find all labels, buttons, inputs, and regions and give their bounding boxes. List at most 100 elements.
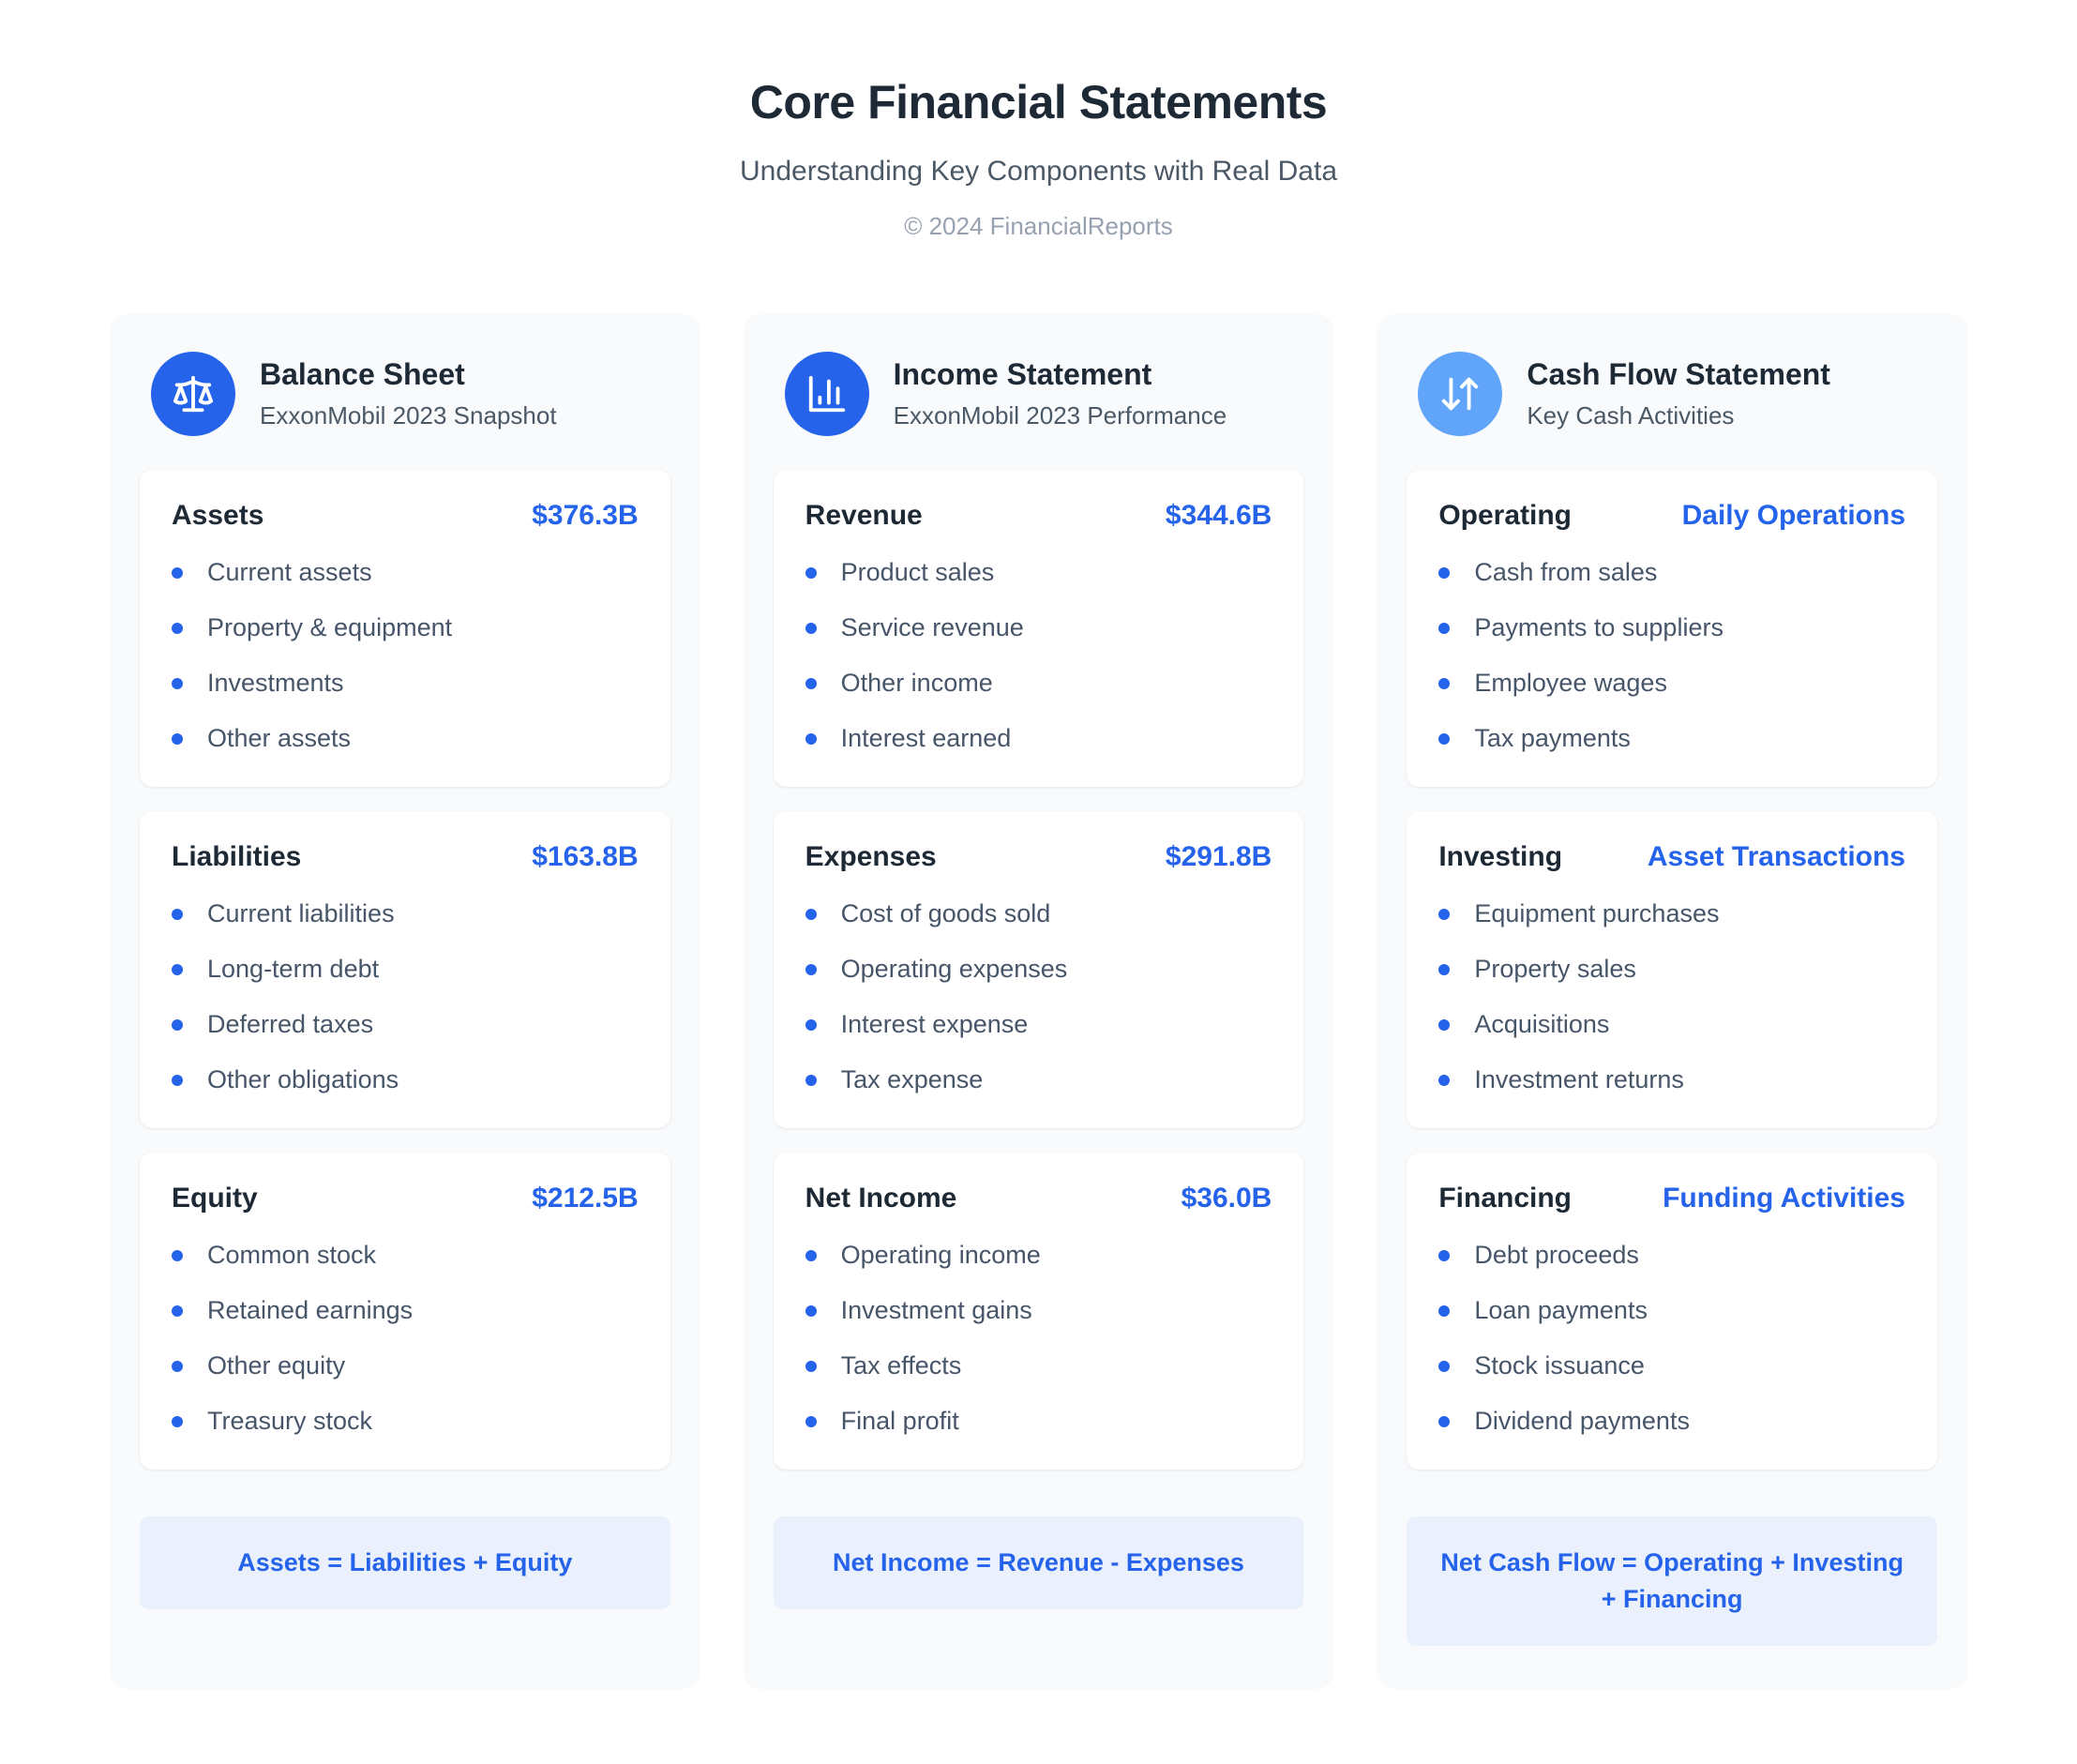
- card-income-statement: Income Statement ExxonMobil 2023 Perform…: [743, 314, 1334, 1690]
- bullet-icon: [172, 1249, 183, 1261]
- bullet-icon: [172, 566, 183, 579]
- section-operating: Operating Daily Operations Cash from sal…: [1407, 470, 1937, 787]
- section-financing: Financing Funding Activities Debt procee…: [1407, 1153, 1937, 1470]
- balance-sheet-header: Balance Sheet ExxonMobil 2023 Snapshot: [151, 352, 670, 436]
- bullet-icon: [805, 1304, 817, 1317]
- list-item: Equipment purchases: [1438, 899, 1905, 928]
- list-item: Interest earned: [805, 724, 1272, 753]
- list-item: Service revenue: [805, 613, 1272, 642]
- bullet-icon: [1438, 963, 1451, 975]
- list-item: Current assets: [172, 558, 639, 587]
- bullet-icon: [1438, 566, 1451, 579]
- statement-cards: Balance Sheet ExxonMobil 2023 Snapshot A…: [0, 314, 2077, 1764]
- bullet-icon: [805, 566, 817, 579]
- list-item: Cost of goods sold: [805, 899, 1272, 928]
- list-item-label: Debt proceeds: [1474, 1241, 1639, 1269]
- list-item: Common stock: [172, 1241, 639, 1270]
- section-value: Asset Transactions: [1647, 841, 1905, 872]
- bullet-icon: [805, 1249, 817, 1261]
- bullet-icon: [805, 963, 817, 975]
- section-head: Net Income $36.0B: [805, 1183, 1272, 1214]
- scales-icon: [151, 352, 235, 436]
- card-cash-flow-statement: Cash Flow Statement Key Cash Activities …: [1377, 314, 1967, 1690]
- bullet-icon: [172, 1074, 183, 1086]
- list-item-label: Deferred taxes: [207, 1010, 374, 1038]
- bullet-icon: [1438, 732, 1451, 745]
- bullet-icon: [1438, 908, 1451, 920]
- income-statement-formula: Net Income = Revenue - Expenses: [773, 1516, 1304, 1610]
- section-investing: Investing Asset Transactions Equipment p…: [1407, 811, 1937, 1128]
- section-label: Investing: [1438, 841, 1563, 872]
- list-item: Investments: [172, 669, 639, 698]
- bullet-icon: [172, 732, 183, 745]
- card-subtitle: Key Cash Activities: [1527, 401, 1735, 430]
- section-label: Expenses: [805, 841, 937, 872]
- list-item-label: Service revenue: [840, 613, 1024, 641]
- section-head: Liabilities $163.8B: [172, 841, 639, 873]
- list-item: Final profit: [805, 1407, 1272, 1436]
- bullet-icon: [1438, 1360, 1451, 1372]
- list-item: Cash from sales: [1438, 558, 1905, 587]
- list-item: Other assets: [172, 724, 639, 753]
- list-item-label: Current liabilities: [207, 899, 395, 927]
- list-item: Tax effects: [805, 1351, 1272, 1380]
- list-item: Long-term debt: [172, 955, 639, 984]
- bullet-icon: [805, 908, 817, 920]
- list-item: Other equity: [172, 1351, 639, 1380]
- section-expenses: Expenses $291.8B Cost of goods sold Oper…: [773, 811, 1304, 1128]
- bullet-icon: [1438, 622, 1451, 634]
- section-label: Equity: [172, 1183, 258, 1214]
- section-head: Assets $376.3B: [172, 500, 639, 532]
- list-item-label: Common stock: [207, 1241, 377, 1269]
- bullet-icon: [1438, 1415, 1451, 1427]
- bullet-icon: [172, 677, 183, 689]
- list-item-label: Investments: [207, 669, 344, 697]
- list-item: Treasury stock: [172, 1407, 639, 1436]
- section-value: $376.3B: [532, 500, 639, 531]
- bullet-icon: [172, 1360, 183, 1372]
- list-item-label: Tax payments: [1474, 724, 1631, 752]
- section-value: $163.8B: [532, 841, 639, 872]
- copyright-text: © 2024 FinancialReports: [904, 212, 1173, 240]
- list-item-label: Acquisitions: [1474, 1010, 1610, 1038]
- list-item-label: Product sales: [840, 558, 995, 586]
- section-head: Operating Daily Operations: [1438, 500, 1905, 532]
- section-assets: Assets $376.3B Current assets Property &…: [140, 470, 670, 787]
- card-title: Cash Flow Statement: [1527, 357, 1830, 391]
- list-item: Investment gains: [805, 1296, 1272, 1325]
- section-value: $212.5B: [532, 1183, 639, 1214]
- cash-flow-header: Cash Flow Statement Key Cash Activities: [1418, 352, 1937, 436]
- bullet-icon: [805, 1360, 817, 1372]
- bullet-icon: [172, 1304, 183, 1317]
- list-item-label: Other obligations: [207, 1065, 399, 1093]
- list-item-label: Payments to suppliers: [1474, 613, 1723, 641]
- list-item-label: Tax effects: [840, 1351, 962, 1380]
- arrows-down-up-icon: [1418, 352, 1503, 436]
- list-item: Retained earnings: [172, 1296, 639, 1325]
- list-item-label: Loan payments: [1474, 1296, 1648, 1324]
- list-item: Property & equipment: [172, 613, 639, 642]
- list-item-label: Dividend payments: [1474, 1407, 1690, 1435]
- card-title: Balance Sheet: [260, 357, 465, 391]
- page-subtitle: Understanding Key Components with Real D…: [739, 156, 1338, 187]
- list-item-label: Equipment purchases: [1474, 899, 1720, 927]
- list-item: Employee wages: [1438, 669, 1905, 698]
- section-value: $291.8B: [1165, 841, 1272, 872]
- bullet-icon: [805, 1074, 817, 1086]
- bullet-icon: [172, 908, 183, 920]
- list-item-label: Other assets: [207, 724, 352, 752]
- list-item: Operating expenses: [805, 955, 1272, 984]
- bullet-icon: [172, 1415, 183, 1427]
- list-item: Other obligations: [172, 1065, 639, 1094]
- bullet-icon: [805, 732, 817, 745]
- list-item: Current liabilities: [172, 899, 639, 928]
- cash-flow-formula: Net Cash Flow = Operating + Investing + …: [1407, 1516, 1937, 1647]
- section-value: $36.0B: [1181, 1183, 1272, 1214]
- list-item: Tax payments: [1438, 724, 1905, 753]
- list-item: Product sales: [805, 558, 1272, 587]
- list-item-label: Operating income: [840, 1241, 1041, 1269]
- section-value: Daily Operations: [1681, 500, 1905, 531]
- list-item-label: Cash from sales: [1474, 558, 1658, 586]
- section-label: Revenue: [805, 500, 923, 531]
- list-item: Deferred taxes: [172, 1010, 639, 1039]
